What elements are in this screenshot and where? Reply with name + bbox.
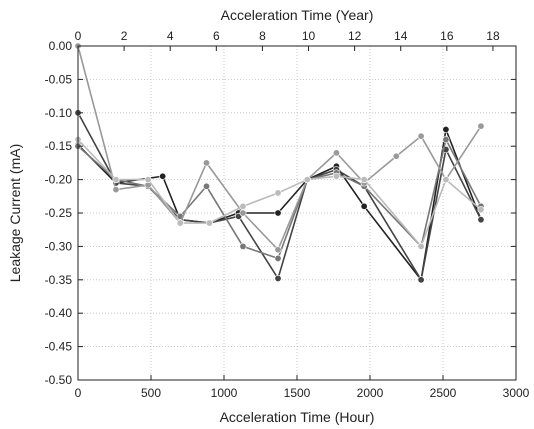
y-tick-label: -0.30	[45, 239, 73, 253]
data-point	[112, 186, 120, 194]
y-tick-label: 0.00	[49, 39, 73, 53]
data-point	[239, 209, 247, 217]
data-point	[360, 202, 368, 210]
y-tick-label: -0.15	[45, 139, 73, 153]
data-point	[442, 136, 450, 144]
plot-frame	[77, 45, 517, 381]
x-tick-label: 2000	[357, 386, 384, 400]
x-tick-label: 1500	[284, 386, 311, 400]
top-x-tick-label: 14	[394, 29, 408, 43]
top-x-tick-label: 18	[486, 29, 500, 43]
series-layer	[74, 42, 485, 284]
series-line	[77, 45, 482, 251]
y-tick-label: -0.50	[45, 373, 73, 387]
data-point	[477, 122, 485, 130]
y-axis-title: Leakage Current (mA)	[7, 144, 23, 283]
data-point	[477, 216, 485, 224]
data-point	[274, 209, 282, 217]
data-point	[360, 176, 368, 184]
top-x-tick-label: 4	[167, 29, 174, 43]
y-tick-label: -0.35	[45, 273, 73, 287]
data-point	[274, 246, 282, 254]
x-tick-label: 1000	[211, 386, 238, 400]
x-axis-title: Acceleration Time (Hour)	[220, 409, 375, 425]
data-point	[144, 176, 152, 184]
series-4	[74, 42, 485, 254]
series-5	[74, 136, 485, 250]
data-point	[303, 176, 311, 184]
data-point	[239, 202, 247, 210]
x-tick-label: 2500	[430, 386, 457, 400]
x-tick-label: 0	[75, 386, 82, 400]
top-x-tick-label: 2	[121, 29, 128, 43]
data-point	[274, 254, 282, 262]
data-point	[159, 172, 167, 180]
data-point	[332, 172, 340, 180]
top-x-tick-label: 8	[259, 29, 266, 43]
top-x-tick-label: 6	[213, 29, 220, 43]
series-line	[77, 138, 482, 260]
data-point	[274, 189, 282, 197]
data-point	[202, 182, 210, 190]
data-point	[442, 126, 450, 134]
data-point	[417, 242, 425, 250]
data-point	[205, 219, 213, 227]
top-x-tick-label: 10	[302, 29, 316, 43]
data-point	[392, 152, 400, 160]
axes-layer: 0 500 1000 1500 2000 2500 3000 0 2 4 6 8 10 12 14 16 18 0…	[45, 29, 530, 400]
data-point	[442, 176, 450, 184]
y-tick-label: -0.40	[45, 306, 73, 320]
y-tick-label: -0.10	[45, 106, 73, 120]
y-tick-label: -0.45	[45, 340, 73, 354]
data-point	[176, 219, 184, 227]
data-point	[417, 276, 425, 284]
top-x-tick-label: 12	[348, 29, 362, 43]
top-x-tick-label: 16	[440, 29, 454, 43]
data-point	[417, 132, 425, 140]
x-tick-label: 500	[141, 386, 161, 400]
data-point	[477, 206, 485, 214]
data-point	[239, 242, 247, 250]
top-x-axis-title: Acceleration Time (Year)	[221, 7, 374, 23]
y-tick-label: -0.05	[45, 72, 73, 86]
data-point	[202, 159, 210, 167]
x-tick-label: 3000	[503, 386, 530, 400]
data-point	[274, 274, 282, 282]
top-x-tick-label: 0	[75, 29, 82, 43]
data-point	[112, 176, 120, 184]
data-point	[332, 149, 340, 157]
y-tick-label: -0.20	[45, 173, 73, 187]
y-tick-label: -0.25	[45, 206, 73, 220]
